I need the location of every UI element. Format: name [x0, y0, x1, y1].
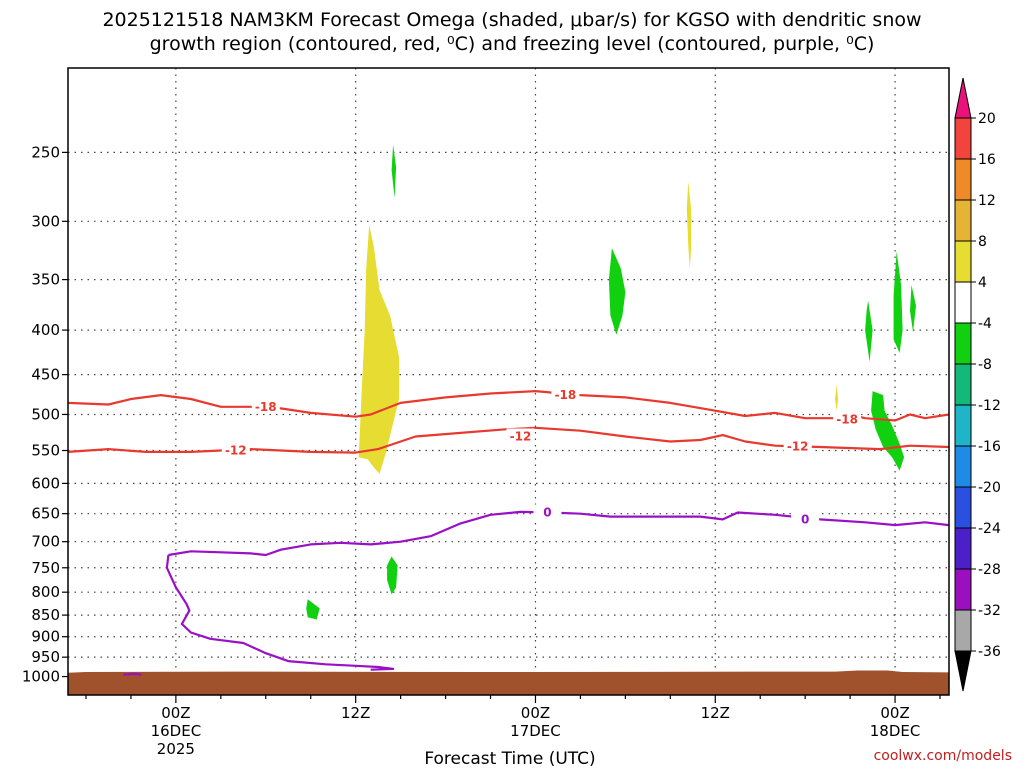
colorbar-bin-8 — [954, 404, 972, 447]
y-tick-label: 850 — [31, 606, 60, 624]
omega-region-2 — [686, 181, 692, 269]
y-tick-label: 300 — [31, 212, 60, 230]
colorbar-bottom-arrow — [954, 650, 972, 692]
omega-region-5 — [608, 248, 626, 335]
contour-0-label: 0 — [801, 512, 809, 526]
colorbar-label: -28 — [978, 562, 1001, 578]
contour-0-label-bg-2 — [791, 511, 820, 527]
y-tick-label: 800 — [31, 583, 60, 601]
y-tick-label: 500 — [31, 405, 60, 423]
contour-segment-5 — [123, 672, 142, 676]
colorbar-top-arrow — [954, 77, 972, 119]
y-tick-label: 750 — [31, 559, 60, 577]
plot-frame — [67, 67, 950, 696]
colorbar-bin-10 — [954, 486, 972, 529]
contour-labels: -18 -18 -18 -12 -12 -12 0 0 — [221, 387, 862, 527]
omega-shading — [306, 144, 916, 620]
omega-region-9 — [871, 391, 905, 471]
y-tick-label: 550 — [31, 442, 60, 460]
colorbar-bin-7 — [954, 363, 972, 406]
colorbar-label: -32 — [978, 603, 1001, 619]
contour--12-label: -12 — [225, 444, 247, 458]
y-tick-label: 950 — [31, 648, 60, 666]
x-tick-label: 17DEC — [510, 722, 561, 740]
colorbar-bin-1 — [954, 117, 972, 160]
colorbar-label: 12 — [978, 193, 996, 209]
colorbar-label: 4 — [978, 275, 987, 291]
contour--18 — [68, 390, 949, 422]
colorbar-label: 20 — [978, 111, 996, 127]
x-tick-label: 16DEC — [151, 722, 202, 740]
x-tick-label: 12Z — [341, 704, 370, 722]
colorbar-label: 8 — [978, 234, 987, 250]
colorbar-bin-12 — [954, 568, 972, 611]
contour--12-label-bg-2 — [506, 428, 535, 444]
omega-region-7 — [893, 251, 903, 353]
colorbar-label: -16 — [978, 439, 1001, 455]
contour--18-label: -18 — [255, 400, 277, 414]
contour--18-label-bg-3 — [833, 411, 862, 427]
omega-region-3 — [835, 384, 839, 411]
colorbar-label: -36 — [978, 644, 1001, 660]
terrain-fill — [68, 670, 949, 695]
omega-region-11 — [306, 599, 320, 620]
chart-title-line-1: 2025121518 NAM3KM Forecast Omega (shaded… — [102, 9, 921, 31]
omega-colorbar: 20 16 12 8 4 -4 -8 -12 -16 -20 -24 -28 -32 -36 — [954, 77, 1001, 692]
y-tick-label: 250 — [31, 143, 60, 161]
contour--12-label: -12 — [510, 429, 532, 443]
colorbar-label: -8 — [978, 357, 992, 373]
contour-segment-4 — [165, 554, 395, 671]
colorbar-bin-13 — [954, 609, 972, 652]
colorbar-bin-5 — [954, 281, 972, 324]
x-tick-label: 00Z — [161, 704, 190, 722]
x-tick-label: 2025 — [157, 740, 195, 758]
y-tick-label: 450 — [31, 366, 60, 384]
colorbar-label: -20 — [978, 480, 1001, 496]
contour-0-label-bg-1 — [533, 504, 562, 520]
credit-label: coolwx.com/models — [874, 748, 1012, 764]
x-tick-label: 18DEC — [870, 722, 921, 740]
contour--18-label: -18 — [555, 388, 577, 402]
contour--18-label-bg-1 — [251, 398, 280, 414]
y-tick-label: 1000 — [22, 668, 60, 686]
omega-region-1 — [358, 225, 400, 474]
colorbar-bin-2 — [954, 158, 972, 201]
y-tick-label: 700 — [31, 533, 60, 551]
colorbar-label: -4 — [978, 316, 992, 332]
y-tick-label: 650 — [31, 505, 60, 523]
y-axis-pressure: 250 300 350 400 450 500 550 600 650 700 750 800 850 9… — [22, 143, 68, 686]
contour--12-label: -12 — [787, 439, 809, 453]
omega-region-8 — [910, 285, 916, 332]
colorbar-bin-9 — [954, 445, 972, 488]
omega-region-4 — [391, 144, 397, 198]
grid-lines — [68, 68, 949, 695]
contour--12-label-bg-3 — [783, 438, 812, 454]
contour--12-label-bg-1 — [221, 442, 250, 458]
plot-area: -18 -18 -18 -12 -12 -12 0 0 — [67, 67, 950, 696]
colorbar-bin-4 — [954, 240, 972, 283]
y-tick-label: 350 — [31, 271, 60, 289]
colorbar-bin-6 — [954, 322, 972, 365]
colorbar-label: 16 — [978, 152, 996, 168]
chart-title-line-2: growth region (contoured, red, ⁰C) and f… — [150, 33, 875, 55]
colorbar-label: -24 — [978, 521, 1001, 537]
contour-0-label: 0 — [543, 506, 551, 520]
y-tick-label: 900 — [31, 628, 60, 646]
terrain — [68, 670, 949, 695]
colorbar-bin-11 — [954, 527, 972, 570]
y-tick-label: 400 — [31, 321, 60, 339]
contour--18-label: -18 — [836, 413, 858, 427]
colorbar-bin-3 — [954, 199, 972, 242]
x-tick-label: 00Z — [880, 704, 909, 722]
x-tick-label: 00Z — [521, 704, 550, 722]
omega-region-6 — [865, 300, 873, 362]
colorbar-label: -12 — [978, 398, 1001, 414]
x-tick-label: 12Z — [701, 704, 730, 722]
y-tick-label: 600 — [31, 474, 60, 492]
contour--18-label-bg-2 — [551, 387, 580, 403]
x-axis-title: Forecast Time (UTC) — [424, 749, 595, 768]
omega-region-10 — [387, 556, 398, 595]
